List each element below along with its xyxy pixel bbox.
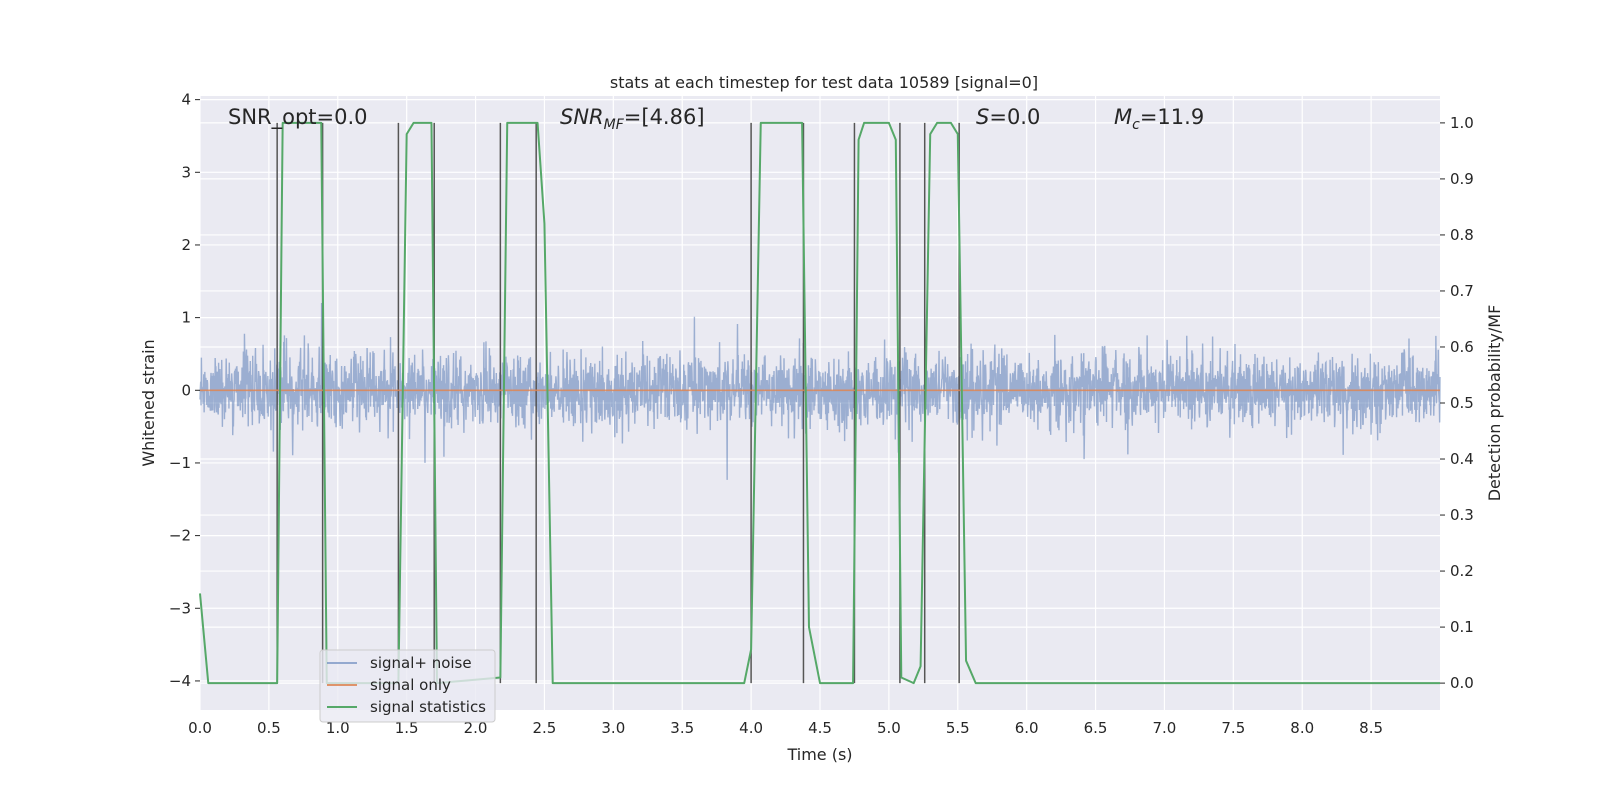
signal-statistics-series [199,121,1440,685]
y-tick-label: 0 [181,381,191,399]
y-tick-label: 2 [181,236,191,254]
right-tick-label: 0.8 [1450,226,1474,244]
y-tick-label: −3 [169,599,191,617]
x-tick-label: 1.0 [326,719,350,737]
y-tick-label: −1 [169,454,191,472]
snr-mf-annotation: SNRMF=[4.86] [560,105,705,133]
snr-mf-symbol: SNR [560,105,604,129]
event-marker-lines [276,122,960,684]
x-tick-label: 8.5 [1359,719,1383,737]
y-tick-label: 4 [181,91,191,109]
right-tick-label: 0.1 [1450,618,1474,636]
right-tick-label: 0.2 [1450,562,1474,580]
y-tick-label: −2 [169,527,191,545]
x-tick-label: 2.0 [464,719,488,737]
legend-label-noise: signal+ noise [370,654,472,672]
legend-label-statistics: signal statistics [370,698,486,716]
legend: signal+ noise signal only signal statist… [319,649,496,723]
legend-box [319,649,496,723]
right-tick-label: 0.5 [1450,394,1474,412]
x-axis-label: Time (s) [786,745,852,764]
right-tick-label: 0.4 [1450,450,1474,468]
s-value: =0.0 [989,105,1040,129]
chart-title: stats at each timestep for test data 105… [610,73,1038,92]
right-axis-ticks: 1.0 0.9 0.8 0.7 0.6 0.5 0.4 0.3 0.2 0.1 0.0 [1440,114,1474,692]
mc-value: =11.9 [1140,105,1204,129]
snr-mf-value: =[4.86] [624,105,705,129]
right-tick-label: 0.6 [1450,338,1474,356]
x-axis-ticks: 0.0 0.5 1.0 1.5 2.0 2.5 3.0 3.5 4.0 4.5 5.0 5.5 6.0 6… [188,719,1383,737]
right-tick-label: 0.3 [1450,506,1474,524]
x-tick-label: 0.0 [188,719,212,737]
x-tick-label: 3.0 [601,719,625,737]
x-tick-label: 1.5 [395,719,419,737]
x-tick-label: 7.0 [1153,719,1177,737]
mc-subscript: c [1132,117,1140,133]
mc-annotation: Mc=11.9 [1114,105,1204,133]
snr-mf-subscript: MF [604,117,625,133]
s-annotation: S=0.0 [976,105,1040,129]
x-tick-label: 5.0 [877,719,901,737]
y-tick-label: −4 [169,672,191,690]
y-tick-label: 3 [181,163,191,181]
signal-noise-line [199,303,1441,480]
signal-statistics-line [199,121,1440,685]
y-axis-ticks: 4 3 2 1 0 −1 −2 −3 −4 [169,91,200,690]
right-tick-label: 1.0 [1450,114,1474,132]
x-tick-label: 5.5 [946,719,970,737]
x-tick-label: 7.5 [1221,719,1245,737]
x-tick-label: 4.0 [739,719,763,737]
right-tick-label: 0.7 [1450,282,1474,300]
legend-label-signal-only: signal only [370,676,451,694]
x-tick-label: 8.0 [1290,719,1314,737]
right-tick-label: 0.0 [1450,674,1474,692]
x-tick-label: 6.5 [1084,719,1108,737]
s-symbol: S [976,105,989,129]
y-tick-label: 1 [181,309,191,327]
signal-noise-series [199,303,1441,480]
x-tick-label: 0.5 [257,719,281,737]
x-tick-label: 6.0 [1015,719,1039,737]
snr-opt-annotation: SNR_opt=0.0 [228,105,368,130]
mc-symbol: M [1114,105,1132,129]
right-axis-label: Detection probability/MF [1485,305,1504,502]
x-tick-label: 3.5 [670,719,694,737]
x-tick-label: 4.5 [808,719,832,737]
y-axis-label: Whitened strain [139,339,158,466]
x-tick-label: 2.5 [533,719,557,737]
right-tick-label: 0.9 [1450,170,1474,188]
